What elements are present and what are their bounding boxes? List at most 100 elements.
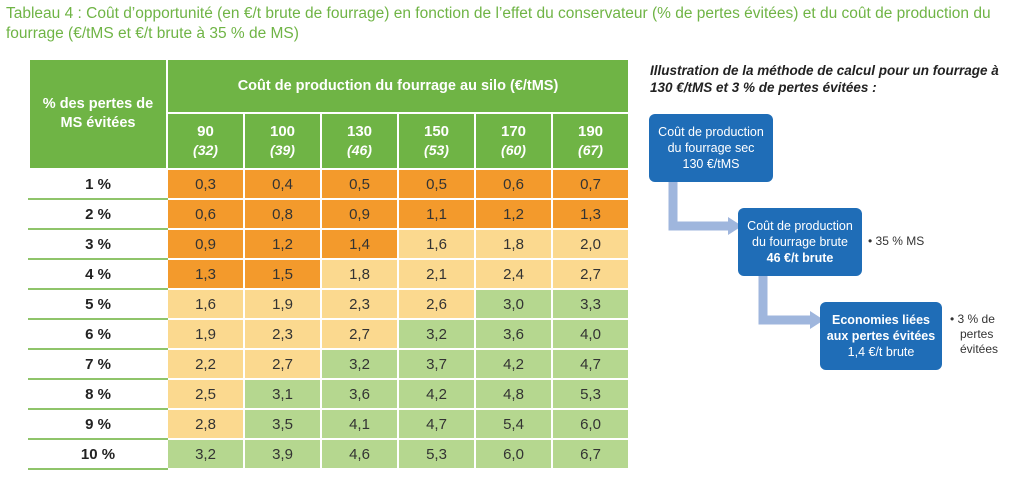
column-header-cost-tms: 150 — [423, 123, 450, 140]
column-header-cost-tms: 190 — [577, 123, 604, 140]
table-cell: 3,6 — [474, 318, 553, 350]
table-cell: 1,5 — [243, 258, 322, 290]
table-cell: 2,1 — [397, 258, 476, 290]
arrow-1 — [668, 180, 730, 231]
table-cell: 1,1 — [397, 198, 476, 230]
table-cell: 2,6 — [397, 288, 476, 320]
column-header-cost-raw: (67) — [578, 142, 603, 158]
table-cell: 5,3 — [551, 378, 630, 410]
box1-line3: 130 €/tMS — [682, 157, 740, 171]
table-cell: 1,6 — [166, 288, 245, 320]
table-cell: 2,8 — [166, 408, 245, 440]
box2-line2: du fourrage brute — [752, 235, 848, 249]
table-row: 10 % 3,2 3,9 4,6 5,3 6,0 6,7 — [28, 438, 630, 470]
column-header-cost-raw: (46) — [347, 142, 372, 158]
table-cell: 0,9 — [166, 228, 245, 260]
table-cell: 5,4 — [474, 408, 553, 440]
table-cell: 6,0 — [551, 408, 630, 440]
savings-box: Economies liées aux pertes évitées 1,4 €… — [820, 302, 942, 370]
column-header-cost-raw: (32) — [193, 142, 218, 158]
table-cell: 1,8 — [474, 228, 553, 260]
table-cell: 3,9 — [243, 438, 322, 470]
column-header-cost-raw: (39) — [270, 142, 295, 158]
table-row: 1 % 0,3 0,4 0,5 0,5 0,6 0,7 — [28, 168, 630, 200]
table-cell: 4,2 — [474, 348, 553, 380]
row-label: 1 % — [28, 168, 168, 200]
table-cell: 4,7 — [551, 348, 630, 380]
table-caption: Tableau 4 : Coût d’opportunité (en €/t b… — [6, 5, 991, 42]
table-cell: 2,5 — [166, 378, 245, 410]
table-cell: 2,4 — [474, 258, 553, 290]
table-cell: 4,0 — [551, 318, 630, 350]
table-cell: 3,3 — [551, 288, 630, 320]
column-header: 170 (60) — [474, 112, 553, 170]
table-cell: 0,3 — [166, 168, 245, 200]
table-cell: 1,6 — [397, 228, 476, 260]
row-label: 2 % — [28, 198, 168, 230]
losses-note-line2: pertes — [960, 327, 994, 341]
box1-line1: Coût de production — [658, 125, 764, 139]
table-cell: 2,3 — [320, 288, 399, 320]
table-cell: 3,1 — [243, 378, 322, 410]
table-cell: 2,0 — [551, 228, 630, 260]
arrow-2 — [758, 276, 812, 325]
table-cell: 3,2 — [320, 348, 399, 380]
column-header: 150 (53) — [397, 112, 476, 170]
table-cell: 1,9 — [166, 318, 245, 350]
table-cell: 1,4 — [320, 228, 399, 260]
row-label: 3 % — [28, 228, 168, 260]
table-cell: 0,5 — [397, 168, 476, 200]
table-cell: 0,8 — [243, 198, 322, 230]
table-cell: 1,3 — [166, 258, 245, 290]
row-label: 6 % — [28, 318, 168, 350]
column-header-cost-tms: 90 — [197, 123, 214, 140]
column-header-cost-tms: 100 — [269, 123, 296, 140]
table-row: 6 % 1,9 2,3 2,7 3,2 3,6 4,0 — [28, 318, 630, 350]
column-header: 190 (67) — [551, 112, 630, 170]
losses-note-line3: évitées — [960, 342, 999, 356]
table-cell: 2,7 — [551, 258, 630, 290]
production-cost-dry-box: Coût de production du fourrage sec 130 €… — [649, 114, 773, 182]
row-label: 7 % — [28, 348, 168, 380]
table-cell: 0,7 — [551, 168, 630, 200]
dry-matter-note: • 35 % MS — [868, 234, 925, 248]
table-cell: 2,7 — [243, 348, 322, 380]
column-header-cost-tms: 130 — [346, 123, 373, 140]
table-cell: 6,7 — [551, 438, 630, 470]
table-cell: 4,6 — [320, 438, 399, 470]
table-cell: 3,7 — [397, 348, 476, 380]
column-header-cost-tms: 170 — [500, 123, 527, 140]
column-group-header: Coût de production du fourrage au silo (… — [166, 58, 630, 114]
table-row: 2 % 0,6 0,8 0,9 1,1 1,2 1,3 — [28, 198, 630, 230]
row-header-label: % des pertes de MS évitées — [28, 58, 168, 170]
table-row: 3 % 0,9 1,2 1,4 1,6 1,8 2,0 — [28, 228, 630, 260]
row-label: 9 % — [28, 408, 168, 440]
table-cell: 0,4 — [243, 168, 322, 200]
box3-line1: Economies liées — [832, 313, 930, 327]
table-row: 5 % 1,6 1,9 2,3 2,6 3,0 3,3 — [28, 288, 630, 320]
table-row: 7 % 2,2 2,7 3,2 3,7 4,2 4,7 — [28, 348, 630, 380]
losses-note: • 3 % de pertes évitées — [950, 312, 1010, 357]
table-cell: 2,2 — [166, 348, 245, 380]
column-header: 90 (32) — [166, 112, 245, 170]
box2-line1: Coût de production — [747, 219, 853, 233]
table-cell: 3,0 — [474, 288, 553, 320]
production-cost-raw-box: Coût de production du fourrage brute 46 … — [738, 208, 862, 276]
table-cell: 1,9 — [243, 288, 322, 320]
table-cell: 3,5 — [243, 408, 322, 440]
row-label: 8 % — [28, 378, 168, 410]
opportunity-cost-table: % des pertes de MS évitées Coût de produ… — [28, 58, 630, 470]
table-cell: 1,2 — [243, 228, 322, 260]
box3-line2: aux pertes évitées — [826, 329, 936, 343]
box1-line2: du fourrage sec — [667, 141, 755, 155]
table-cell: 4,2 — [397, 378, 476, 410]
column-header: 100 (39) — [243, 112, 322, 170]
row-label: 5 % — [28, 288, 168, 320]
table-cell: 5,3 — [397, 438, 476, 470]
table-cell: 4,8 — [474, 378, 553, 410]
table-row: 8 % 2,5 3,1 3,6 4,2 4,8 5,3 — [28, 378, 630, 410]
table-cell: 3,6 — [320, 378, 399, 410]
table-row: 4 % 1,3 1,5 1,8 2,1 2,4 2,7 — [28, 258, 630, 290]
box3-line3: 1,4 €/t brute — [847, 345, 915, 359]
box2-line3: 46 €/t brute — [766, 251, 834, 265]
